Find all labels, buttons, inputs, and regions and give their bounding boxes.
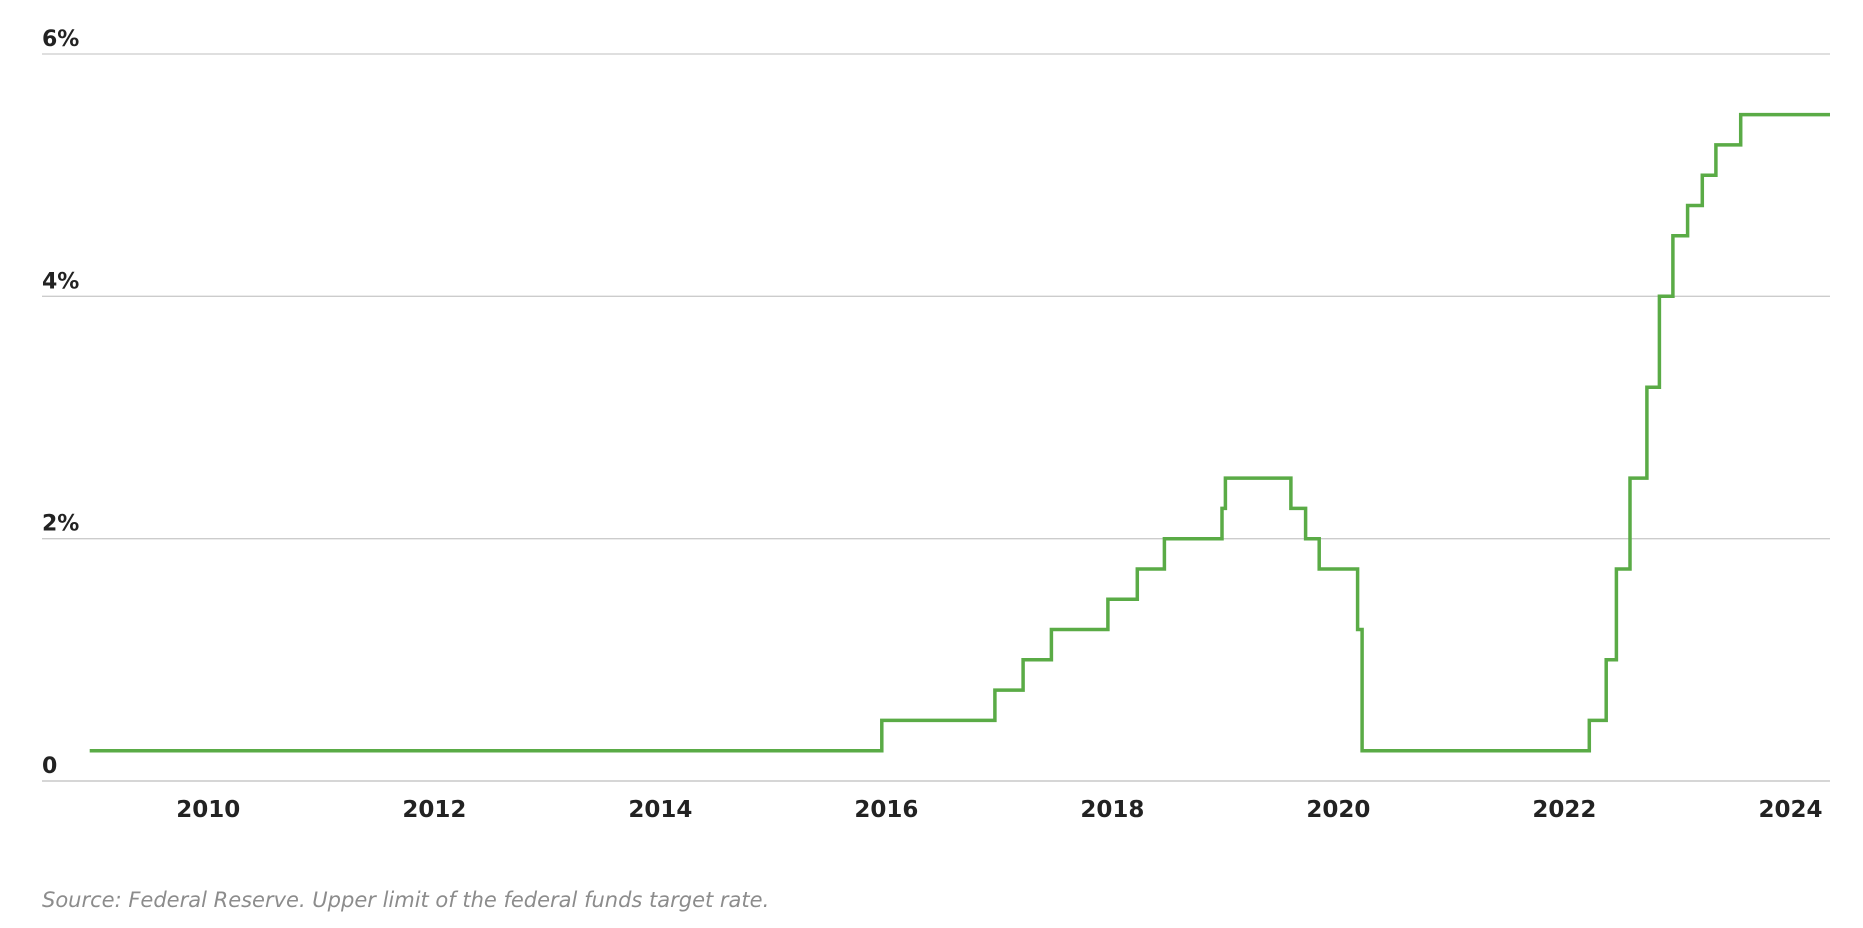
source-note: Source: Federal Reserve. Upper limit of … (42, 888, 770, 912)
x-tick-label: 2020 (1306, 797, 1370, 823)
x-tick-label: 2024 (1758, 797, 1822, 823)
x-tick-label: 2014 (628, 797, 692, 823)
x-tick-label: 2022 (1532, 797, 1596, 823)
x-tick-label: 2012 (402, 797, 466, 823)
x-tick-label: 2010 (176, 797, 240, 823)
y-tick-label: 0 (42, 754, 57, 779)
y-tick-label: 2% (42, 512, 79, 537)
y-tick-label: 6% (42, 27, 79, 52)
y-tick-label: 4% (42, 269, 79, 294)
x-tick-label: 2018 (1080, 797, 1144, 823)
x-tick-label: 2016 (854, 797, 918, 823)
series-line (89, 112, 1830, 753)
rate-chart: 0 2% 4% 6% 2010 2012 2014 2016 2018 2020 2022 2024 (42, 27, 1830, 823)
